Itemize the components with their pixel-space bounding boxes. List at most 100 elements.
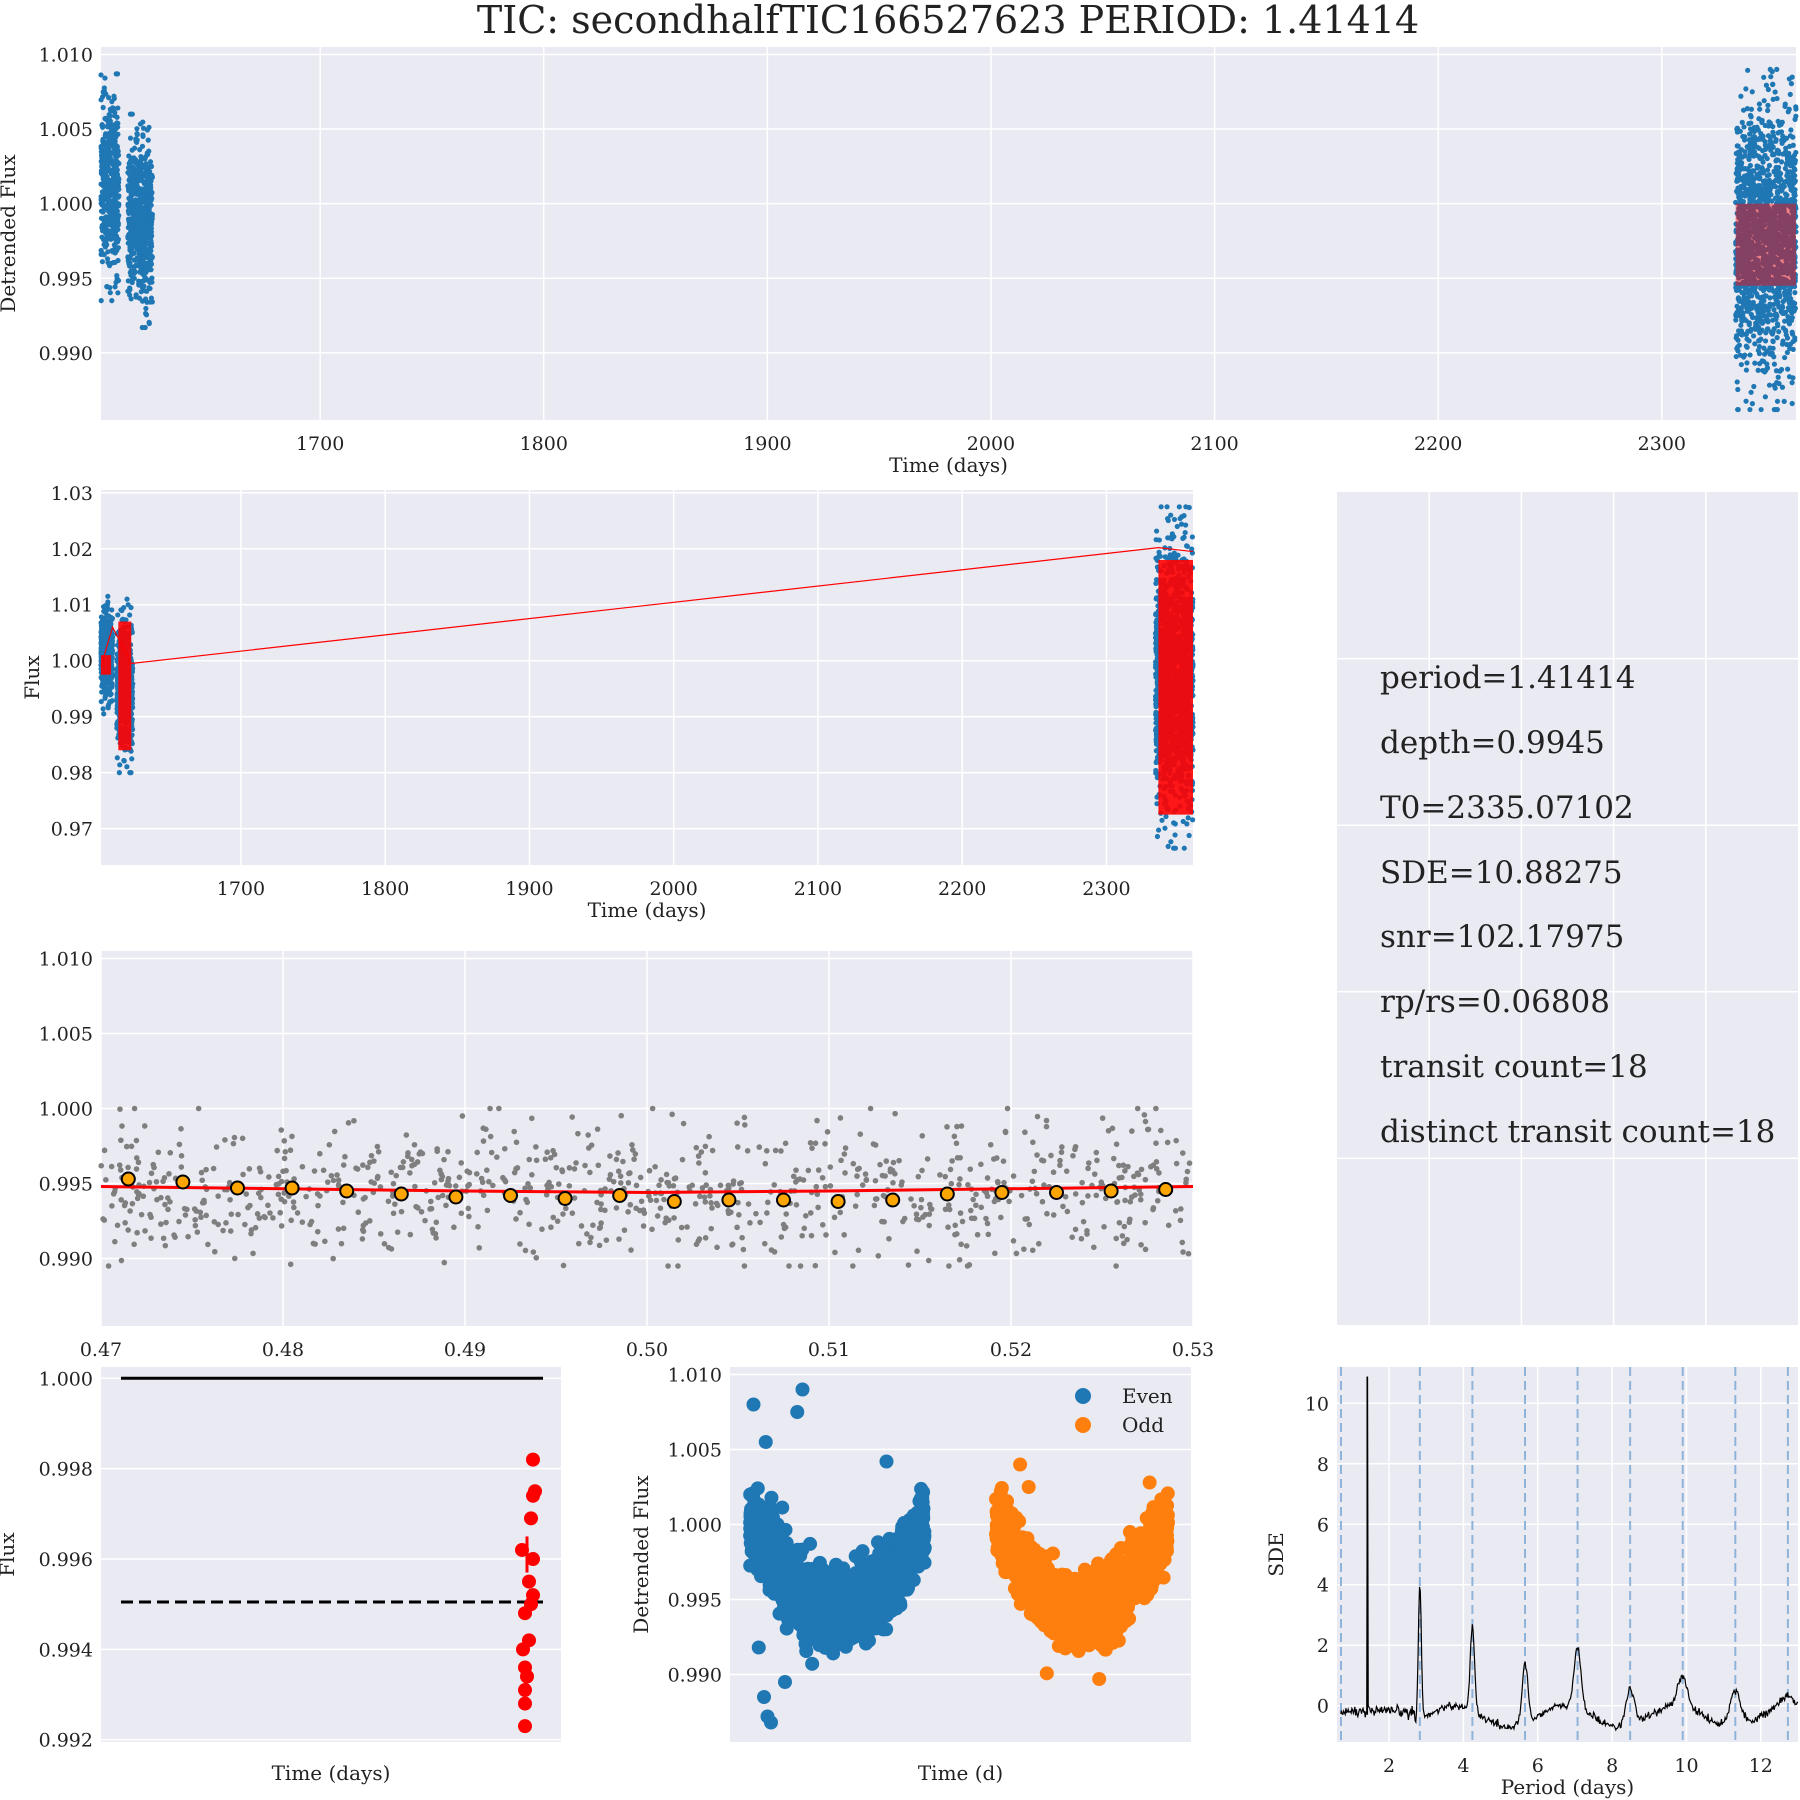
y-tick-label: 1.03 xyxy=(51,483,93,505)
detrended-plot-background xyxy=(101,47,1796,420)
flux-point xyxy=(1771,289,1778,295)
flux-point xyxy=(1163,813,1169,820)
flux-point xyxy=(1750,128,1756,134)
flux-point xyxy=(1739,332,1745,338)
flux-point xyxy=(115,105,121,111)
flux-point xyxy=(1774,335,1780,341)
flux-point xyxy=(132,234,138,240)
flux-point xyxy=(100,189,106,195)
flux-point xyxy=(1782,101,1788,107)
flux-point xyxy=(146,241,152,247)
flux-point xyxy=(1763,338,1769,344)
flux-point xyxy=(105,118,111,124)
flux-point xyxy=(1158,504,1164,510)
flux-model-panel: 1700 1800 1900 2000 2100 2200 23000.970.980.99… xyxy=(20,483,1196,922)
flux-point xyxy=(113,182,119,188)
flux-point xyxy=(99,161,105,167)
flux-point xyxy=(141,193,147,199)
flux-point xyxy=(102,75,108,81)
flux-point xyxy=(124,764,130,770)
flux-point xyxy=(1153,639,1159,645)
flux-point xyxy=(108,182,114,188)
flux-point xyxy=(1782,354,1788,361)
flux-point xyxy=(138,153,144,160)
flux-point xyxy=(143,296,149,302)
flux-point xyxy=(1165,517,1171,524)
flux-point xyxy=(107,290,113,296)
flux-point xyxy=(1792,157,1798,164)
flux-point xyxy=(140,257,146,264)
flux-point xyxy=(1734,129,1741,135)
flux-point xyxy=(105,249,111,255)
y-tick-label: 0.99 xyxy=(51,707,93,729)
flux-point xyxy=(110,105,117,112)
flux-point xyxy=(111,93,117,99)
flux-point xyxy=(1786,150,1792,156)
flux-point xyxy=(1755,303,1761,309)
flux-point xyxy=(101,222,107,228)
flux-point xyxy=(1762,142,1768,148)
y-tick-label: 1.000 xyxy=(39,194,93,216)
flux-point xyxy=(99,259,106,265)
flux-point xyxy=(1175,552,1181,558)
flux-point xyxy=(1770,123,1776,130)
flux-point xyxy=(1786,374,1793,380)
flux-point xyxy=(1769,140,1775,146)
y-axis-label: Detrended Flux xyxy=(0,154,20,313)
flux-point xyxy=(1781,398,1787,404)
flux-point xyxy=(1186,504,1192,511)
flux-point xyxy=(1748,311,1754,318)
flux-point xyxy=(102,171,109,177)
flux-point xyxy=(1154,833,1161,840)
flux-point xyxy=(1772,311,1778,318)
flux-point xyxy=(1754,165,1761,171)
flux-point xyxy=(1760,367,1766,374)
flux-point xyxy=(124,596,130,602)
flux-point xyxy=(1746,178,1752,184)
flux-point xyxy=(1745,187,1751,193)
flux-point xyxy=(1767,303,1773,310)
flux-point xyxy=(106,134,112,140)
flux-point xyxy=(1740,198,1746,205)
flux-point xyxy=(1180,535,1186,541)
flux-point xyxy=(105,196,112,202)
flux-point xyxy=(1768,74,1774,80)
flux-point xyxy=(1770,338,1776,344)
flux-point xyxy=(141,283,147,289)
flux-point xyxy=(1773,368,1780,374)
flux-point xyxy=(149,275,155,281)
flux-point xyxy=(1738,93,1744,99)
flux-point xyxy=(1738,147,1744,153)
flux-point xyxy=(127,770,133,776)
flux-point xyxy=(1757,199,1763,205)
flux-point xyxy=(1787,345,1793,352)
flux-model-plot-background xyxy=(101,490,1193,865)
flux-point xyxy=(1177,515,1183,522)
y-tick-label: 0.990 xyxy=(39,343,93,365)
flux-point xyxy=(1764,348,1770,354)
flux-point xyxy=(1756,101,1763,107)
flux-point xyxy=(1770,81,1776,87)
flux-point xyxy=(129,177,135,183)
flux-point xyxy=(1785,366,1791,372)
flux-point xyxy=(1767,180,1774,186)
flux-point xyxy=(1752,192,1758,198)
flux-point xyxy=(1751,134,1757,140)
flux-point xyxy=(103,602,109,609)
flux-point xyxy=(1776,329,1782,335)
flux-point xyxy=(1735,190,1741,197)
flux-point xyxy=(109,211,115,217)
flux-point xyxy=(1758,406,1764,413)
y-tick-label: 0.97 xyxy=(51,819,93,841)
flux-point xyxy=(1780,338,1786,344)
x-tick-label: 1800 xyxy=(520,433,568,455)
flux-point xyxy=(1765,107,1771,114)
flux-point xyxy=(1789,400,1795,407)
flux-point xyxy=(1744,344,1750,350)
flux-point xyxy=(1787,133,1794,139)
flux-point xyxy=(1759,358,1765,364)
flux-point xyxy=(129,111,135,117)
flux-point xyxy=(1760,159,1766,165)
flux-point xyxy=(1733,335,1739,341)
